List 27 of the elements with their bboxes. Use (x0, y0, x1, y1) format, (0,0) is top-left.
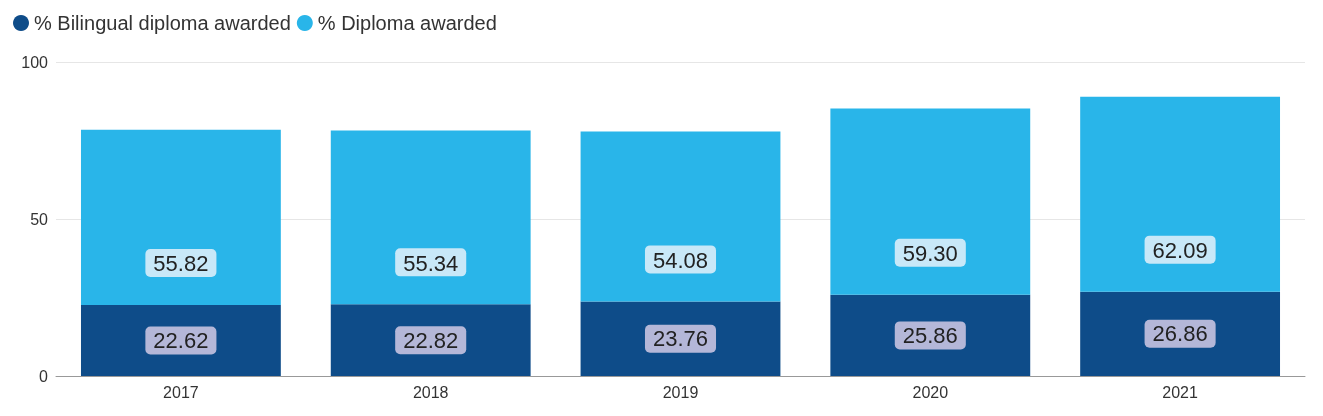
x-tick-label: 2020 (912, 383, 949, 401)
y-tick-label: 0 (39, 367, 49, 385)
data-label: 22.82 (403, 327, 459, 353)
data-label: 59.30 (902, 241, 958, 267)
x-tick-label: 2018 (412, 383, 449, 401)
data-label: 55.82 (153, 251, 209, 277)
data-label: 25.86 (902, 322, 958, 348)
data-label: 54.08 (652, 247, 709, 273)
bar (580, 131, 781, 302)
x-tick-label: 2021 (1162, 383, 1198, 401)
data-label: 62.09 (1152, 238, 1208, 264)
legend-label: % Diploma awarded (317, 12, 497, 34)
bar (330, 130, 531, 305)
bar (830, 294, 1031, 376)
data-label: 55.34 (403, 250, 459, 276)
data-label: 22.62 (153, 327, 209, 353)
legend-label: % Bilingual diploma awarded (34, 12, 291, 34)
bar (80, 129, 281, 305)
data-label: 23.76 (652, 326, 709, 352)
bar (1080, 291, 1281, 376)
x-tick-label: 2019 (662, 383, 699, 401)
data-label: 26.86 (1152, 321, 1208, 347)
bar (1080, 96, 1281, 292)
x-tick-label: 2017 (163, 383, 199, 401)
bar (830, 108, 1031, 295)
y-tick-label: 100 (21, 53, 49, 71)
y-tick-label: 50 (30, 210, 49, 228)
